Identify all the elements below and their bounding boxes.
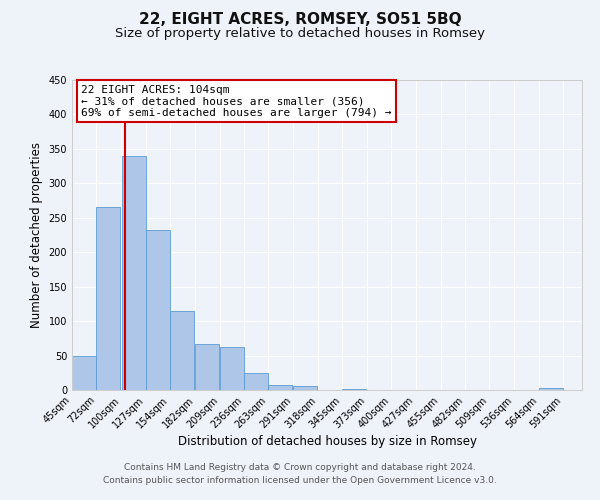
Bar (268, 385, 292, 390)
Bar (220, 348, 244, 390)
Text: Contains public sector information licensed under the Open Government Licence v3: Contains public sector information licen… (103, 476, 497, 485)
Bar (293, 386, 317, 390)
Bar (72, 356, 96, 390)
Text: Contains HM Land Registry data © Crown copyright and database right 2024.: Contains HM Land Registry data © Crown c… (124, 464, 476, 472)
Text: 22 EIGHT ACRES: 104sqm
← 31% of detached houses are smaller (356)
69% of semi-de: 22 EIGHT ACRES: 104sqm ← 31% of detached… (81, 85, 391, 118)
Text: 22, EIGHT ACRES, ROMSEY, SO51 5BQ: 22, EIGHT ACRES, ROMSEY, SO51 5BQ (139, 12, 461, 28)
Bar (244, 373, 268, 390)
Bar (539, 388, 563, 390)
Y-axis label: Number of detached properties: Number of detached properties (30, 142, 43, 328)
Text: Size of property relative to detached houses in Romsey: Size of property relative to detached ho… (115, 28, 485, 40)
X-axis label: Distribution of detached houses by size in Romsey: Distribution of detached houses by size … (178, 436, 476, 448)
Bar (342, 388, 366, 390)
Bar (196, 344, 220, 390)
Bar (122, 156, 146, 390)
Bar (170, 311, 194, 390)
Bar (146, 230, 170, 390)
Bar (97, 208, 121, 390)
